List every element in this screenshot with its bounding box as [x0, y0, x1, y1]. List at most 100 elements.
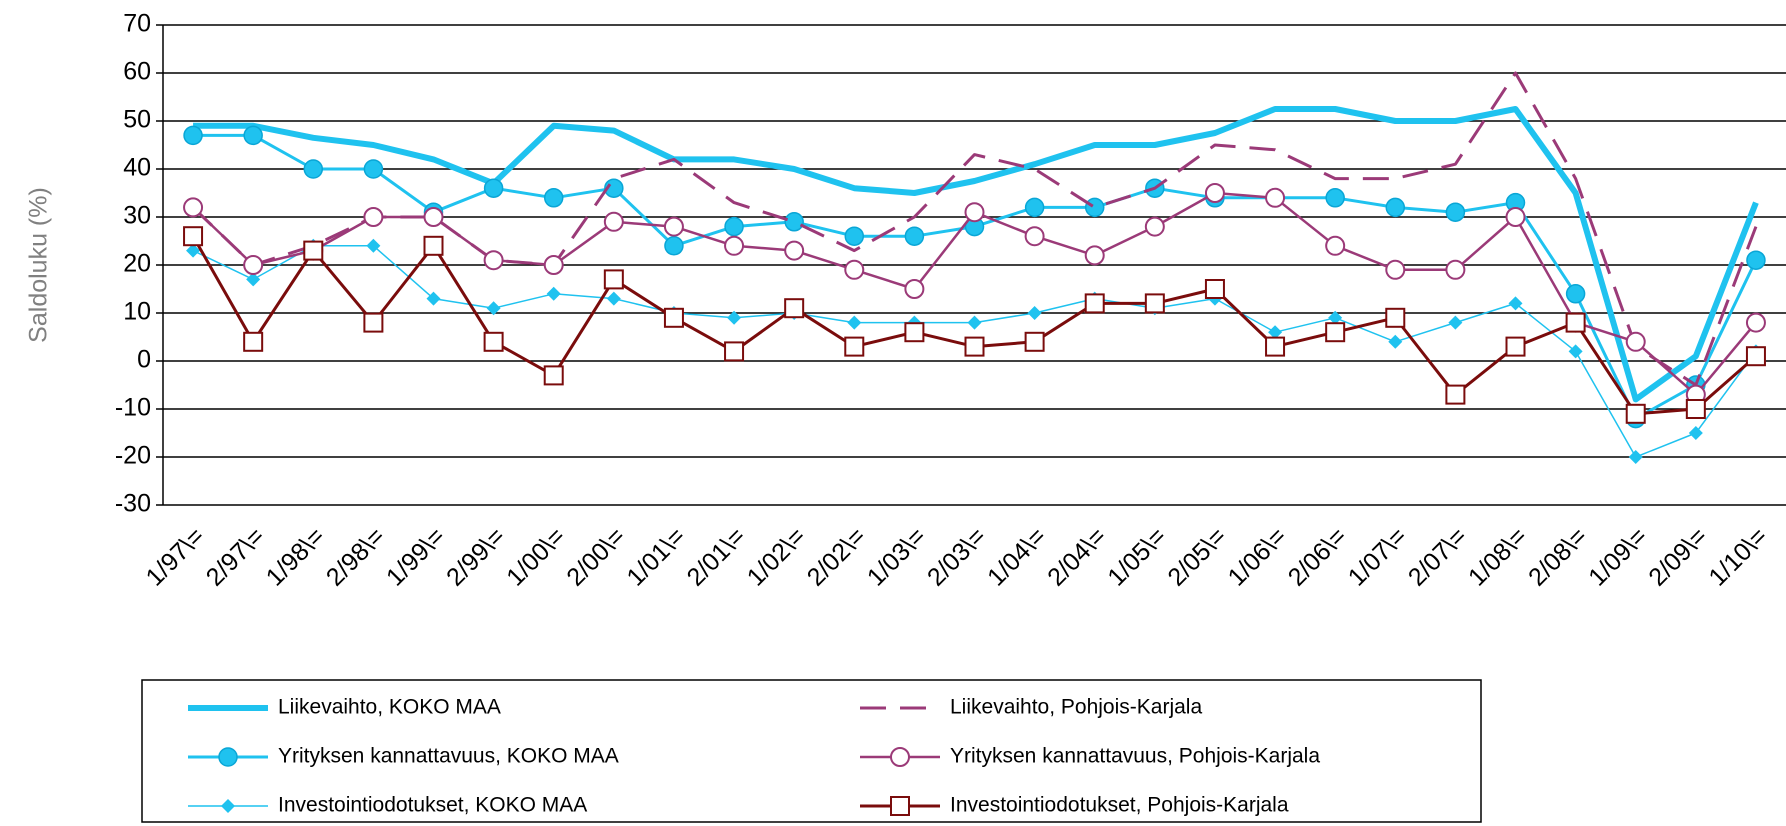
x-tick-label: 1/08\=	[1463, 522, 1532, 591]
series-marker	[1328, 310, 1343, 325]
x-tick-label: 2/06\=	[1283, 522, 1352, 591]
series-marker	[1385, 307, 1406, 328]
legend-marker	[890, 796, 910, 816]
series-marker	[363, 159, 384, 179]
series-marker	[183, 226, 204, 247]
series-marker	[183, 197, 204, 218]
series-marker	[1505, 207, 1526, 227]
x-tick-label: 1/00\=	[501, 522, 570, 591]
series-marker	[663, 216, 684, 237]
series-marker	[1628, 450, 1643, 464]
legend-item: Liikevaihto, KOKO MAA	[188, 696, 501, 719]
x-tick-label: 2/05\=	[1162, 522, 1231, 591]
series-marker	[1388, 334, 1403, 349]
series-marker	[784, 212, 804, 232]
y-tick-label: 30	[123, 202, 151, 230]
x-tick-label: 1/05\=	[1102, 522, 1171, 591]
x-tick-label: 2/99\=	[441, 522, 510, 591]
x-tick-label: 1/10\=	[1703, 522, 1772, 591]
x-tick-label: 1/02\=	[742, 522, 811, 591]
x-tick-label: 2/97\=	[201, 522, 270, 591]
legend-item: Yrityksen kannattavuus, KOKO MAA	[188, 745, 619, 768]
series	[193, 106, 1759, 403]
series-marker	[844, 226, 865, 246]
series-marker	[1745, 312, 1766, 333]
series-marker	[366, 238, 381, 253]
series-marker	[1508, 296, 1523, 311]
y-tick-label: 60	[123, 58, 151, 86]
series-marker	[784, 298, 805, 319]
series-marker	[1084, 245, 1105, 266]
series-marker	[1265, 187, 1286, 208]
legend-box	[141, 679, 1482, 823]
series-marker	[1144, 293, 1165, 314]
legend-marker	[218, 747, 238, 767]
series	[183, 183, 1766, 405]
series-marker	[486, 301, 501, 316]
series-marker	[1084, 197, 1105, 218]
series-marker	[1027, 306, 1042, 320]
series-marker	[1325, 322, 1346, 343]
series	[183, 125, 1766, 429]
series-marker	[243, 125, 263, 146]
series-marker	[904, 322, 925, 343]
series-marker	[186, 243, 201, 258]
series-marker	[1445, 259, 1466, 280]
series-marker	[1625, 331, 1646, 352]
series-marker	[904, 226, 925, 246]
x-tick-label: 2/08\=	[1523, 522, 1592, 591]
legend-label: Investointiodotukset, Pohjois-Karjala	[950, 794, 1289, 817]
series-marker	[483, 178, 504, 198]
series-marker	[727, 310, 742, 325]
series	[183, 226, 1766, 424]
series-marker	[603, 211, 624, 232]
series-marker	[1445, 384, 1466, 405]
series-marker	[603, 269, 624, 290]
series-marker	[1685, 399, 1706, 419]
y-tick-label: -20	[115, 442, 151, 470]
x-tick-label: 1/07\=	[1343, 522, 1412, 591]
series-marker	[363, 207, 384, 227]
series-marker	[967, 315, 982, 330]
x-tick-label: 2/03\=	[922, 522, 991, 591]
series-marker	[543, 188, 564, 208]
y-tick-label: -30	[115, 490, 151, 518]
series-marker	[363, 312, 384, 333]
x-tick-label: 2/09\=	[1643, 522, 1712, 591]
series-marker	[303, 240, 324, 261]
series-marker	[1024, 331, 1045, 352]
y-axis-label: Saldoluku (%)	[25, 187, 53, 343]
series-marker	[1565, 312, 1586, 333]
x-tick-label: 1/04\=	[982, 522, 1051, 591]
series-marker	[1688, 426, 1703, 440]
series-marker	[423, 207, 444, 227]
y-tick-label: 40	[123, 154, 151, 182]
series-marker	[423, 235, 444, 256]
x-tick-label: 1/97\=	[141, 522, 210, 591]
series-marker	[964, 336, 985, 357]
series-marker	[1325, 235, 1346, 256]
y-tick-label: -10	[115, 394, 151, 422]
series-marker	[663, 307, 684, 328]
x-tick-label: 2/01\=	[682, 522, 751, 591]
x-tick-label: 1/09\=	[1583, 522, 1652, 591]
x-tick-label: 1/99\=	[381, 522, 450, 591]
series-marker	[546, 286, 561, 301]
series-marker	[1505, 336, 1526, 357]
series-marker	[1204, 279, 1225, 299]
y-tick-label: 10	[123, 298, 151, 326]
x-tick-label: 2/04\=	[1042, 522, 1111, 591]
x-tick-label: 1/01\=	[621, 522, 690, 591]
legend-marker	[890, 747, 910, 767]
series-marker	[904, 279, 925, 299]
series-marker	[1746, 250, 1766, 270]
series-marker	[1385, 259, 1406, 280]
series-marker	[724, 341, 745, 362]
legend-marker	[221, 799, 235, 813]
y-tick-label: 50	[123, 106, 151, 134]
series-marker	[243, 331, 264, 352]
series-marker	[1268, 325, 1283, 340]
series-marker	[1024, 226, 1045, 247]
legend-item: Yrityksen kannattavuus, Pohjois-Karjala	[860, 745, 1320, 768]
x-tick-label: 1/03\=	[862, 522, 931, 591]
